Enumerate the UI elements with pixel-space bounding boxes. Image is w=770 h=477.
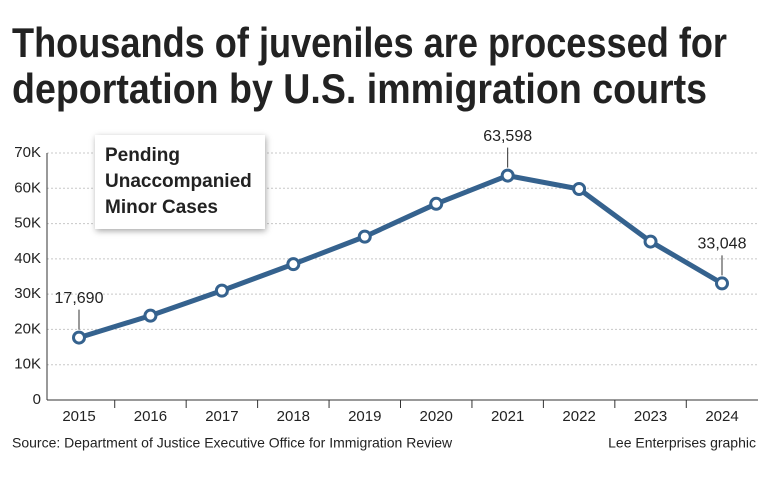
x-tick-label: 2024 bbox=[705, 408, 738, 425]
point bbox=[72, 330, 86, 345]
point bbox=[429, 196, 444, 211]
data-label: 63,598 bbox=[483, 128, 532, 145]
data-label: 17,690 bbox=[55, 290, 104, 307]
point bbox=[143, 308, 158, 323]
source: Source: Department of Justice Executive … bbox=[12, 435, 453, 451]
x-tick-label: 2022 bbox=[562, 408, 595, 425]
series-line bbox=[78, 173, 724, 340]
y-tick-label: 10K bbox=[14, 356, 41, 373]
y-tick-label: 70K bbox=[14, 144, 41, 161]
legend-entry: Pending Unaccompanied Minor Cases bbox=[95, 135, 265, 229]
y-tick-label: 0 bbox=[33, 391, 41, 408]
y-tick-label: 50K bbox=[14, 215, 41, 232]
point bbox=[214, 283, 229, 298]
data-label: 33,048 bbox=[698, 236, 747, 253]
y-tick-label: 40K bbox=[14, 250, 41, 267]
x-tick-label: 2023 bbox=[634, 408, 667, 425]
chart-title: deportation by U.S. immigration courts bbox=[12, 65, 707, 112]
y-tick-label: 30K bbox=[14, 285, 41, 302]
point bbox=[572, 181, 587, 196]
x-tick-label: 2017 bbox=[205, 408, 238, 425]
point bbox=[357, 229, 372, 244]
chart-title: Thousands of juveniles are processed for bbox=[12, 19, 727, 66]
point bbox=[500, 168, 515, 183]
y-tick-label: 20K bbox=[14, 320, 41, 337]
point bbox=[715, 276, 729, 291]
x-tick-label: 2016 bbox=[134, 408, 167, 425]
x-tick-label: 2018 bbox=[277, 408, 310, 425]
point bbox=[286, 257, 301, 272]
x-tick-label: 2015 bbox=[62, 408, 95, 425]
x-tick-label: 2021 bbox=[491, 408, 524, 425]
point bbox=[643, 234, 658, 249]
y-tick-label: 60K bbox=[14, 179, 41, 196]
credit: Lee Enterprises graphic bbox=[608, 435, 756, 451]
x-tick-label: 2019 bbox=[348, 408, 381, 425]
x-tick-label: 2020 bbox=[420, 408, 453, 425]
